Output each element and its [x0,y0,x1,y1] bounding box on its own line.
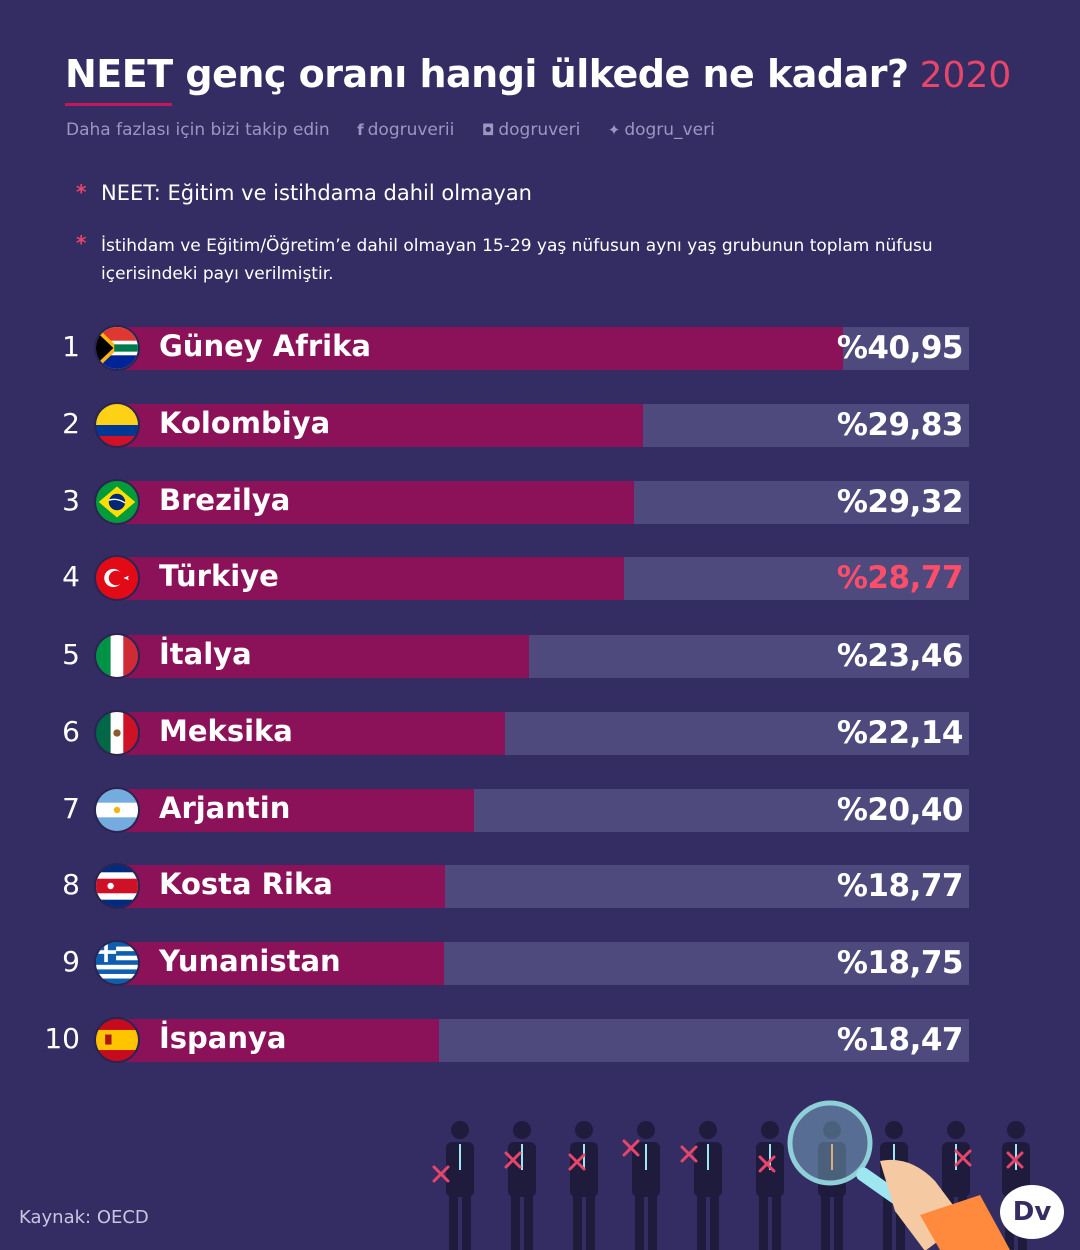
facebook-handle: dogruverii [367,120,455,140]
value-label: %29,32 [836,484,964,520]
title-underline [65,103,172,106]
rank-label: 1 [62,330,80,363]
bar-track: Meksika %22,14 [108,712,969,755]
bar [108,712,505,755]
colombia-flag-icon [94,402,140,448]
rank-label: 8 [62,868,80,901]
bar [108,789,474,832]
rank-label: 5 [62,638,80,671]
rank-label: 9 [62,945,80,978]
south-africa-flag-icon [94,325,140,371]
bar [108,557,624,600]
follow-text: Daha fazlası için bizi takip edin [66,120,330,140]
source-note: Kaynak: OECD [19,1207,149,1228]
bar-track: Brezilya %29,32 [108,481,969,524]
social-twitter[interactable]: ✦ dogru_veri [608,120,715,140]
spain-flag-icon [94,1017,140,1063]
bar [108,327,843,370]
value-label: %18,77 [836,868,964,904]
people-group [446,1121,1030,1250]
value-label: %18,47 [836,1022,964,1058]
note-neet-definition: NEET: Eğitim ve istihdama dahil olmayan [101,181,532,205]
mexico-flag-icon [94,710,140,756]
instagram-handle: dogruveri [498,120,581,140]
country-label: Brezilya [159,483,291,517]
country-label: İtalya [159,637,252,671]
italy-flag-icon [94,633,140,679]
value-label: %22,14 [836,715,964,751]
bar [108,404,643,447]
rank-label: 6 [62,715,80,748]
rank-label: 3 [62,484,80,517]
note-description: İstihdam ve Eğitim/Öğretim’e dahil olmay… [101,236,933,284]
rank-label: 2 [62,407,80,440]
rank-label: 4 [62,560,80,593]
country-label: Meksika [159,714,293,748]
bar-track: Kolombiya %29,83 [108,404,969,447]
country-label: İspanya [159,1021,287,1055]
bar-track: Arjantin %20,40 [108,789,969,832]
country-label: Güney Afrika [159,329,371,363]
bar-track: Güney Afrika %40,95 [108,327,969,370]
twitter-handle: dogru_veri [624,120,715,140]
note2-star: * [76,231,87,255]
brand-logo: Dv [1000,1185,1064,1239]
rank-label: 7 [62,792,80,825]
instagram-icon: ◘ [481,121,495,139]
bar-track: Türkiye %28,77 [108,557,969,600]
bar [108,481,634,524]
value-label: %28,77 [836,560,964,596]
value-label: %29,83 [836,407,964,443]
value-label: %18,75 [836,945,964,981]
value-label: %40,95 [836,330,964,366]
title-year: 2020 [919,55,1012,96]
cross-marks [432,1139,1024,1183]
twitter-icon: ✦ [607,121,621,139]
country-label: Türkiye [159,559,279,593]
magnifier-icon [787,1100,1010,1250]
bar [108,1019,439,1062]
country-label: Yunanistan [159,944,341,978]
argentina-flag-icon [94,787,140,833]
value-label: %20,40 [836,792,964,828]
business-people-illustration [432,1100,1030,1250]
bar-track: Yunanistan %18,75 [108,942,969,985]
bar [108,942,444,985]
brazil-flag-icon [94,479,140,525]
costa-rica-flag-icon [94,863,140,909]
social-instagram[interactable]: ◘ dogruveri [482,120,581,140]
turkey-flag-icon [94,555,140,601]
bar [108,865,445,908]
bar-track: Kosta Rika %18,77 [108,865,969,908]
rank-label: 10 [44,1022,80,1055]
title-text: NEET genç oranı hangi ülkede ne kadar? [65,52,909,96]
value-label: %23,46 [836,638,964,674]
note1-star: * [76,180,87,204]
country-label: Kolombiya [159,406,331,440]
greece-flag-icon [94,940,140,986]
country-label: Arjantin [159,791,291,825]
country-label: Kosta Rika [159,867,333,901]
bar-track: İspanya %18,47 [108,1019,969,1062]
social-facebook[interactable]: f dogruverii [357,120,454,140]
social-bar: Daha fazlası için bizi takip edin f dogru… [66,120,737,140]
bar-track: İtalya %23,46 [108,635,969,678]
facebook-icon: f [357,121,364,139]
bar [108,635,529,678]
page-title: NEET genç oranı hangi ülkede ne kadar? 2… [65,52,1011,96]
